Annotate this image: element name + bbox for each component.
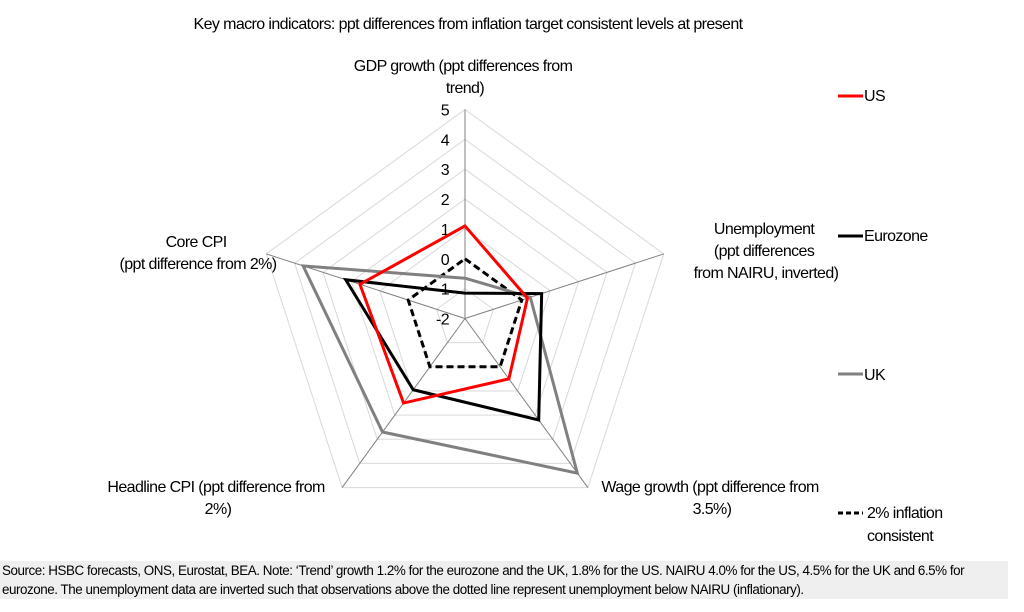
tick-label: 0 bbox=[441, 252, 450, 269]
axis-spoke bbox=[464, 318, 589, 488]
legend-label-eurozone: Eurozone bbox=[864, 228, 928, 245]
grid-ring bbox=[350, 198, 580, 416]
axis-spoke bbox=[464, 253, 664, 319]
legend-label-us: US bbox=[864, 88, 885, 105]
tick-label: -2 bbox=[436, 312, 450, 329]
tick-label: 3 bbox=[441, 162, 450, 179]
tick-label: 5 bbox=[441, 103, 450, 120]
source-note: Source: HSBC forecasts, ONS, Eurostat, B… bbox=[0, 561, 1008, 599]
grid-ring bbox=[322, 168, 608, 440]
series-group bbox=[300, 224, 580, 476]
axis-spoke bbox=[266, 253, 466, 319]
tick-label: 4 bbox=[441, 132, 450, 149]
series-line-us bbox=[358, 224, 530, 405]
grid-ring bbox=[294, 138, 636, 464]
grid-ring bbox=[379, 228, 551, 392]
chart-title: Key macro indicators: ppt differences fr… bbox=[194, 16, 744, 33]
legend-label-uk: UK bbox=[864, 367, 886, 384]
axis-label-headline-cpi: Headline CPI (ppt difference from 2%) bbox=[107, 479, 328, 518]
grid-ring bbox=[265, 108, 665, 489]
axis-label-gdp: GDP growth (ppt differences from trend) bbox=[354, 58, 576, 97]
grid bbox=[265, 108, 665, 489]
series-line-eurozone bbox=[342, 277, 544, 422]
axis-label-wage-growth: Wage growth (ppt difference from 3.5%) bbox=[601, 479, 822, 518]
tick-label: 1 bbox=[441, 222, 450, 239]
axis-label-core-cpi: Core CPI (ppt difference from 2%) bbox=[120, 234, 277, 273]
tick-label: 2 bbox=[441, 192, 450, 209]
legend-item-inflation-consistent: 2% inflation consistent bbox=[838, 505, 946, 545]
grid-ring bbox=[436, 288, 494, 344]
legend-label-inflation-consistent: 2% inflation consistent bbox=[867, 505, 946, 545]
legend-item-uk: UK bbox=[838, 367, 887, 384]
legend-item-us: US bbox=[838, 88, 886, 105]
legend: US Eurozone UK 2% inflation consistent bbox=[838, 88, 946, 545]
axis-label-unemployment: Unemployment (ppt differences from NAIRU… bbox=[694, 221, 839, 282]
legend-item-eurozone: Eurozone bbox=[838, 228, 929, 245]
